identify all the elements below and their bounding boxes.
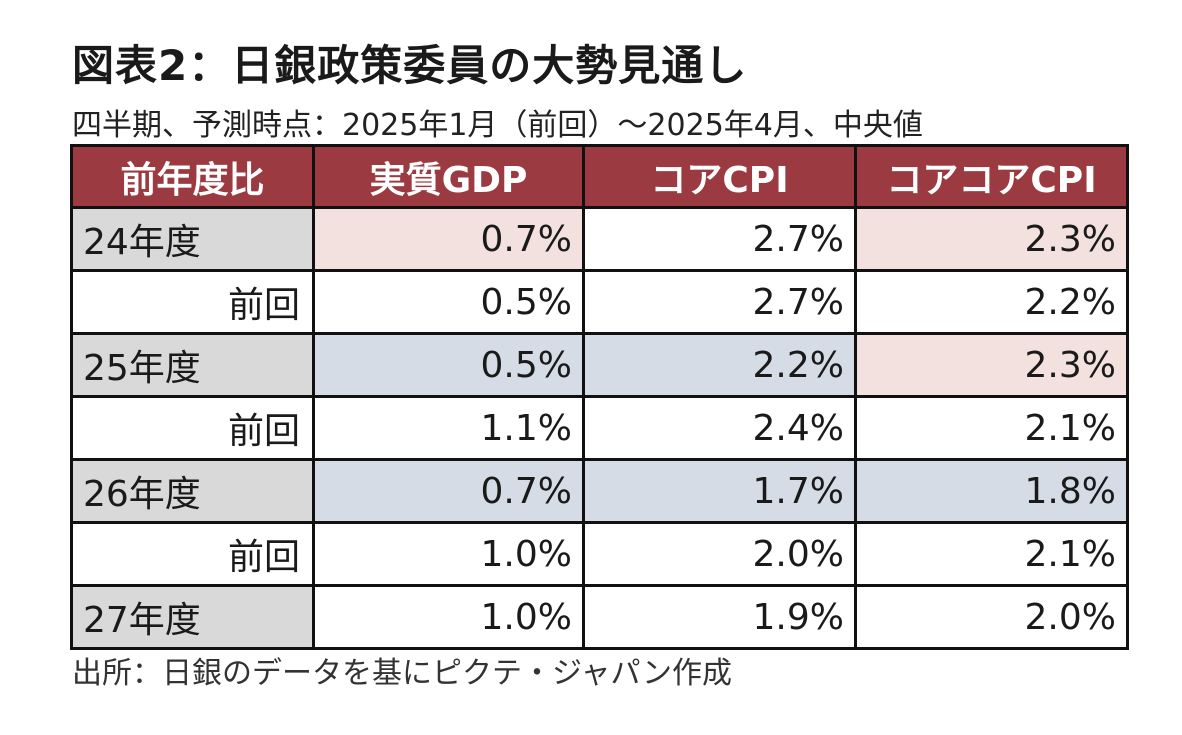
table-row: 前回 0.5% 2.7% 2.2% (70, 269, 1129, 335)
outlook-table: 前年度比 実質GDP コアCPI コアコアCPI 24年度 0.7% 2.7% 2.3… (70, 144, 1129, 650)
cell-real-gdp: 0.7% (312, 206, 585, 272)
header-core-cpi: コアCPI (582, 144, 857, 209)
header-label-column: 前年度比 (70, 144, 315, 209)
cell-core-core-cpi: 2.1% (854, 521, 1129, 587)
row-label-fiscal-year: 26年度 (70, 458, 315, 524)
table-row: 前回 1.0% 2.0% 2.1% (70, 521, 1129, 587)
table-row: 25年度 0.5% 2.2% 2.3% (70, 332, 1129, 398)
row-label-fiscal-year: 25年度 (70, 332, 315, 398)
cell-core-core-cpi: 2.3% (854, 332, 1129, 398)
cell-core-cpi: 2.2% (582, 332, 857, 398)
row-label-fiscal-year: 24年度 (70, 206, 315, 272)
cell-real-gdp: 1.0% (312, 584, 585, 650)
chart-subtitle: 四半期、予測時点：2025年1月（前回）～2025年4月、中央値 (72, 108, 923, 143)
table-header-row: 前年度比 実質GDP コアCPI コアコアCPI (70, 144, 1129, 209)
row-label-previous: 前回 (70, 395, 315, 461)
cell-core-cpi: 2.7% (582, 206, 857, 272)
table-row: 27年度 1.0% 1.9% 2.0% (70, 584, 1129, 650)
cell-real-gdp: 0.5% (312, 332, 585, 398)
cell-core-core-cpi: 2.3% (854, 206, 1129, 272)
row-label-previous: 前回 (70, 269, 315, 335)
cell-real-gdp: 0.7% (312, 458, 585, 524)
row-label-fiscal-year: 27年度 (70, 584, 315, 650)
cell-core-core-cpi: 2.0% (854, 584, 1129, 650)
cell-real-gdp: 0.5% (312, 269, 585, 335)
cell-core-cpi: 2.7% (582, 269, 857, 335)
row-label-previous: 前回 (70, 521, 315, 587)
cell-real-gdp: 1.1% (312, 395, 585, 461)
cell-core-core-cpi: 2.1% (854, 395, 1129, 461)
cell-core-core-cpi: 2.2% (854, 269, 1129, 335)
cell-core-core-cpi: 1.8% (854, 458, 1129, 524)
cell-core-cpi: 2.0% (582, 521, 857, 587)
table-row: 26年度 0.7% 1.7% 1.8% (70, 458, 1129, 524)
header-real-gdp: 実質GDP (312, 144, 585, 209)
table-body: 24年度 0.7% 2.7% 2.3% 前回 0.5% 2.7% 2.2% 25年度 0.5% 2.… (70, 206, 1129, 650)
table-row: 24年度 0.7% 2.7% 2.3% (70, 206, 1129, 272)
cell-real-gdp: 1.0% (312, 521, 585, 587)
header-core-core-cpi: コアコアCPI (854, 144, 1129, 209)
cell-core-cpi: 1.7% (582, 458, 857, 524)
chart-title: 図表2：日銀政策委員の大勢見通し (72, 41, 748, 90)
source-note: 出所：日銀のデータを基にピクテ・ジャパン作成 (72, 656, 732, 691)
cell-core-cpi: 2.4% (582, 395, 857, 461)
cell-core-cpi: 1.9% (582, 584, 857, 650)
table-row: 前回 1.1% 2.4% 2.1% (70, 395, 1129, 461)
